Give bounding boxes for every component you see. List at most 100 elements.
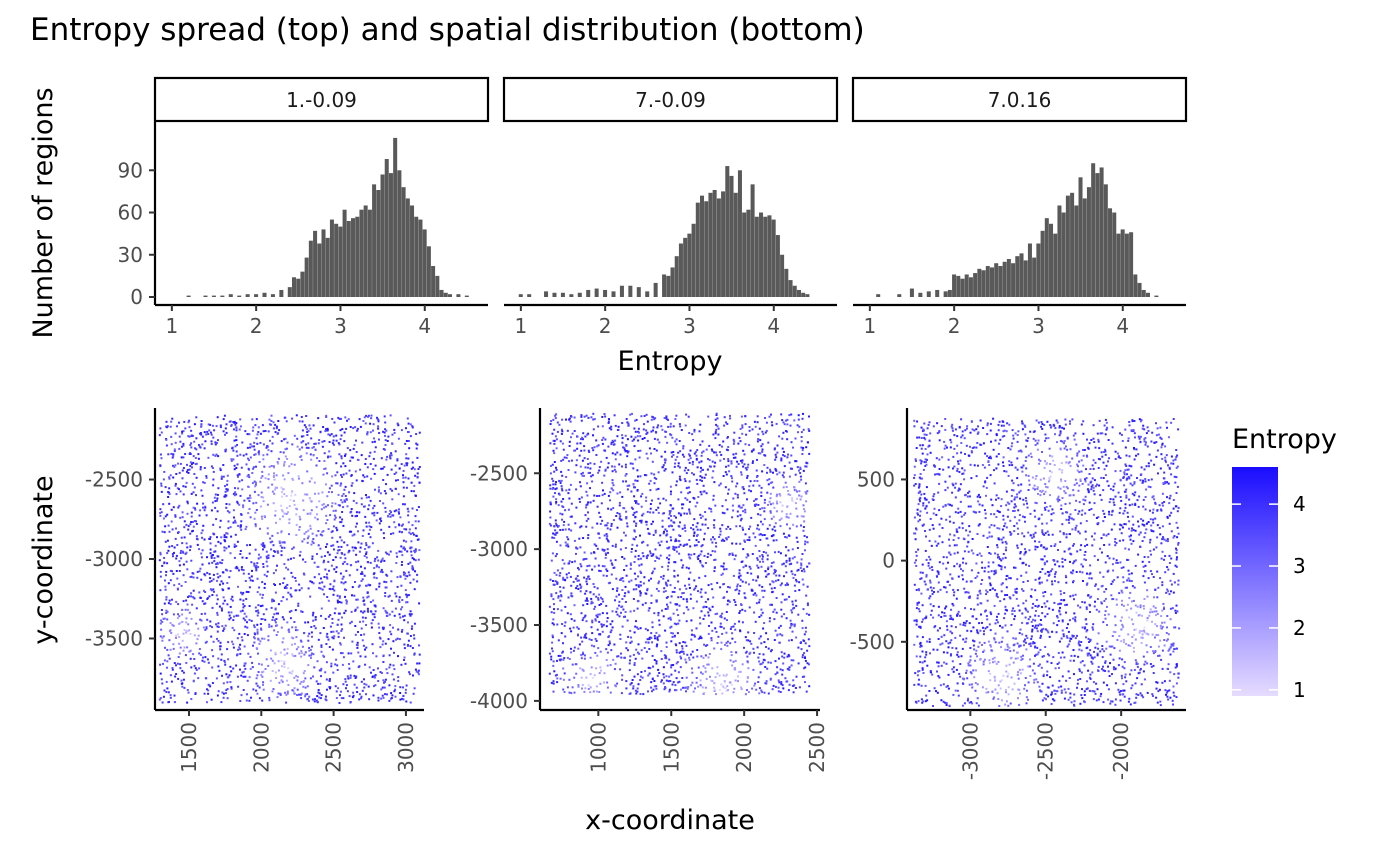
scatter-point xyxy=(688,658,691,661)
scatter-point xyxy=(670,666,673,669)
scatter-point xyxy=(332,509,335,512)
scatter-point xyxy=(232,521,235,524)
scatter-point xyxy=(289,498,292,501)
scatter-point xyxy=(570,502,573,505)
scatter-point xyxy=(633,675,636,678)
scatter-point xyxy=(698,576,701,579)
scatter-point xyxy=(672,545,675,548)
histogram-bar xyxy=(300,271,305,297)
scatter-point xyxy=(409,635,412,637)
scatter-point xyxy=(245,463,248,466)
scatter-point xyxy=(707,611,710,614)
scatter-point xyxy=(592,412,595,415)
scatter-point xyxy=(748,426,751,428)
scatter-point xyxy=(566,686,569,689)
scatter-point xyxy=(190,492,193,495)
scatter-point xyxy=(343,553,346,556)
scatter-point xyxy=(738,612,741,614)
scatter-point xyxy=(657,590,660,593)
scatter-point xyxy=(800,648,803,651)
scatter-point xyxy=(593,585,596,588)
scatter-point xyxy=(593,418,596,421)
scatter-point xyxy=(216,611,219,614)
scatter-point xyxy=(278,429,281,432)
scatter-point xyxy=(224,624,227,627)
scatter-point xyxy=(359,655,362,658)
scatter-point xyxy=(792,659,795,662)
scatter-point xyxy=(188,611,191,614)
scatter-point xyxy=(162,635,165,638)
scatter-point xyxy=(697,666,700,669)
scatter-point xyxy=(719,625,722,628)
scatter-point xyxy=(555,498,558,501)
scatter-point xyxy=(588,450,591,453)
scatter-point xyxy=(780,457,783,460)
scatter-point xyxy=(795,675,798,678)
scatter-point xyxy=(280,679,283,682)
scatter-point xyxy=(256,674,259,677)
scatter-point xyxy=(245,693,248,696)
scatter-point xyxy=(285,598,288,601)
scatter-point xyxy=(549,510,552,513)
scatter-point xyxy=(233,615,236,618)
scatter-point xyxy=(164,486,167,489)
scatter-point xyxy=(360,610,363,613)
scatter-point xyxy=(245,615,248,618)
scatter-point xyxy=(168,657,171,660)
scatter-point xyxy=(325,643,328,645)
scatter-point xyxy=(779,494,782,497)
scatter-point xyxy=(684,658,687,661)
scatter-point xyxy=(340,623,343,626)
scatter-point xyxy=(208,684,211,687)
scatter-point xyxy=(618,501,621,504)
scatter-point xyxy=(283,478,286,481)
scatter-point xyxy=(355,522,358,525)
scatter-point xyxy=(796,547,799,549)
scatter-point xyxy=(211,682,214,684)
scatter-point xyxy=(221,559,224,562)
scatter-point xyxy=(175,557,178,560)
scatter-point xyxy=(715,423,718,426)
scatter-point xyxy=(606,612,609,615)
scatter-point xyxy=(554,529,557,532)
scatter-points xyxy=(548,412,811,696)
histogram-bar xyxy=(792,285,797,297)
scatter-point xyxy=(399,575,402,578)
scatter-point xyxy=(793,625,796,628)
scatter-point xyxy=(737,463,740,465)
scatter-point xyxy=(360,454,363,457)
scatter-point xyxy=(766,479,769,482)
scatter-point xyxy=(720,616,723,619)
scatter-point xyxy=(762,560,765,563)
scatter-point xyxy=(565,476,568,478)
scatter-point xyxy=(653,680,656,682)
scatter-point xyxy=(311,446,314,449)
scatter-point xyxy=(648,482,651,485)
scatter-point xyxy=(343,440,346,443)
scatter-point xyxy=(413,687,416,690)
scatter-point xyxy=(380,467,383,470)
scatter-point xyxy=(306,698,309,701)
scatter-point xyxy=(685,413,688,416)
scatter-point xyxy=(275,634,278,636)
scatter-point xyxy=(692,690,695,693)
scatter-point xyxy=(160,431,163,434)
scatter-point xyxy=(307,664,310,667)
scatter-point xyxy=(379,570,382,573)
scatter-point xyxy=(310,477,313,480)
histogram-bar xyxy=(788,280,793,297)
scatter-point xyxy=(730,651,733,653)
scatter-point xyxy=(682,612,685,615)
scatter-point xyxy=(187,435,190,438)
scatter-point xyxy=(331,536,334,539)
scatter-point xyxy=(661,565,664,568)
scatter-point xyxy=(290,595,293,598)
scatter-point xyxy=(550,595,553,598)
scatter-point xyxy=(276,532,279,535)
scatter-point xyxy=(248,552,251,555)
scatter-point xyxy=(370,671,372,674)
scatter-point xyxy=(230,535,233,538)
scatter-point xyxy=(658,441,661,444)
scatter-point xyxy=(778,681,781,684)
scatter-point xyxy=(195,437,198,440)
